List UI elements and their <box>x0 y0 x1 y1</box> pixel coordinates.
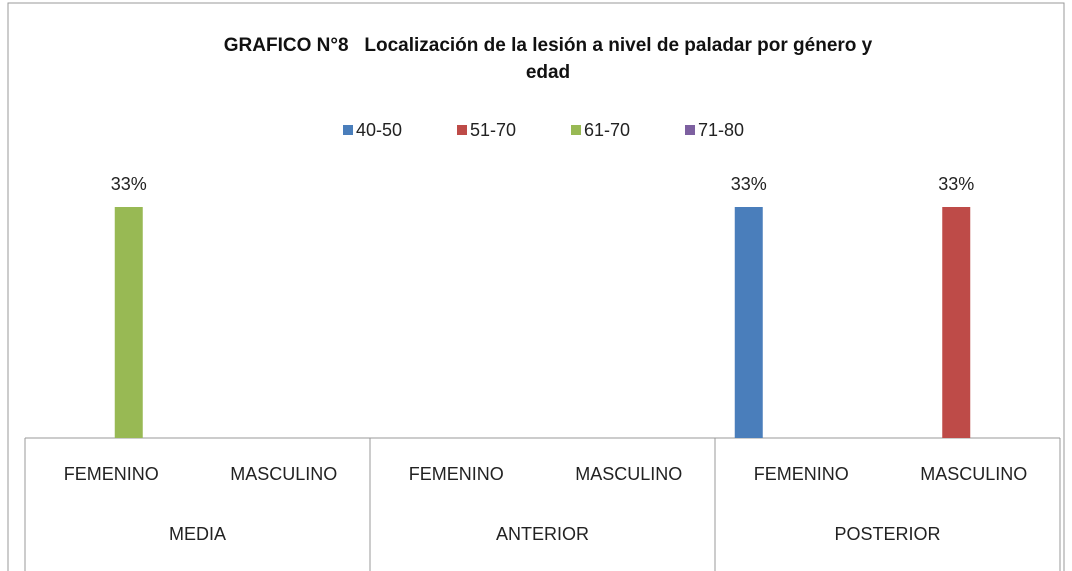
data-label: 33% <box>731 174 767 194</box>
data-label: 33% <box>938 174 974 194</box>
legend-label: 40-50 <box>356 120 402 140</box>
legend-label: 71-80 <box>698 120 744 140</box>
x-tick-label: MASCULINO <box>575 464 682 484</box>
x-tick-label: FEMENINO <box>409 464 504 484</box>
legend-label: 61-70 <box>584 120 630 140</box>
group-label: MEDIA <box>169 524 226 544</box>
chart-title: GRAFICO N°8 Localización de la lesión a … <box>223 35 878 83</box>
legend-swatch <box>571 125 581 135</box>
legend-swatch <box>457 125 467 135</box>
x-tick-label: FEMENINO <box>754 464 849 484</box>
chart-border <box>7 2 1065 571</box>
bar <box>942 207 971 438</box>
legend-label: 51-70 <box>470 120 516 140</box>
x-tick-label: MASCULINO <box>230 464 337 484</box>
group-label: POSTERIOR <box>834 524 940 544</box>
legend-swatch <box>685 125 695 135</box>
x-tick-label: FEMENINO <box>64 464 159 484</box>
legend-swatch <box>343 125 353 135</box>
x-tick-label: MASCULINO <box>920 464 1027 484</box>
data-label: 33% <box>111 174 147 194</box>
bar <box>114 207 143 438</box>
bar <box>734 207 763 438</box>
group-label: ANTERIOR <box>496 524 589 544</box>
